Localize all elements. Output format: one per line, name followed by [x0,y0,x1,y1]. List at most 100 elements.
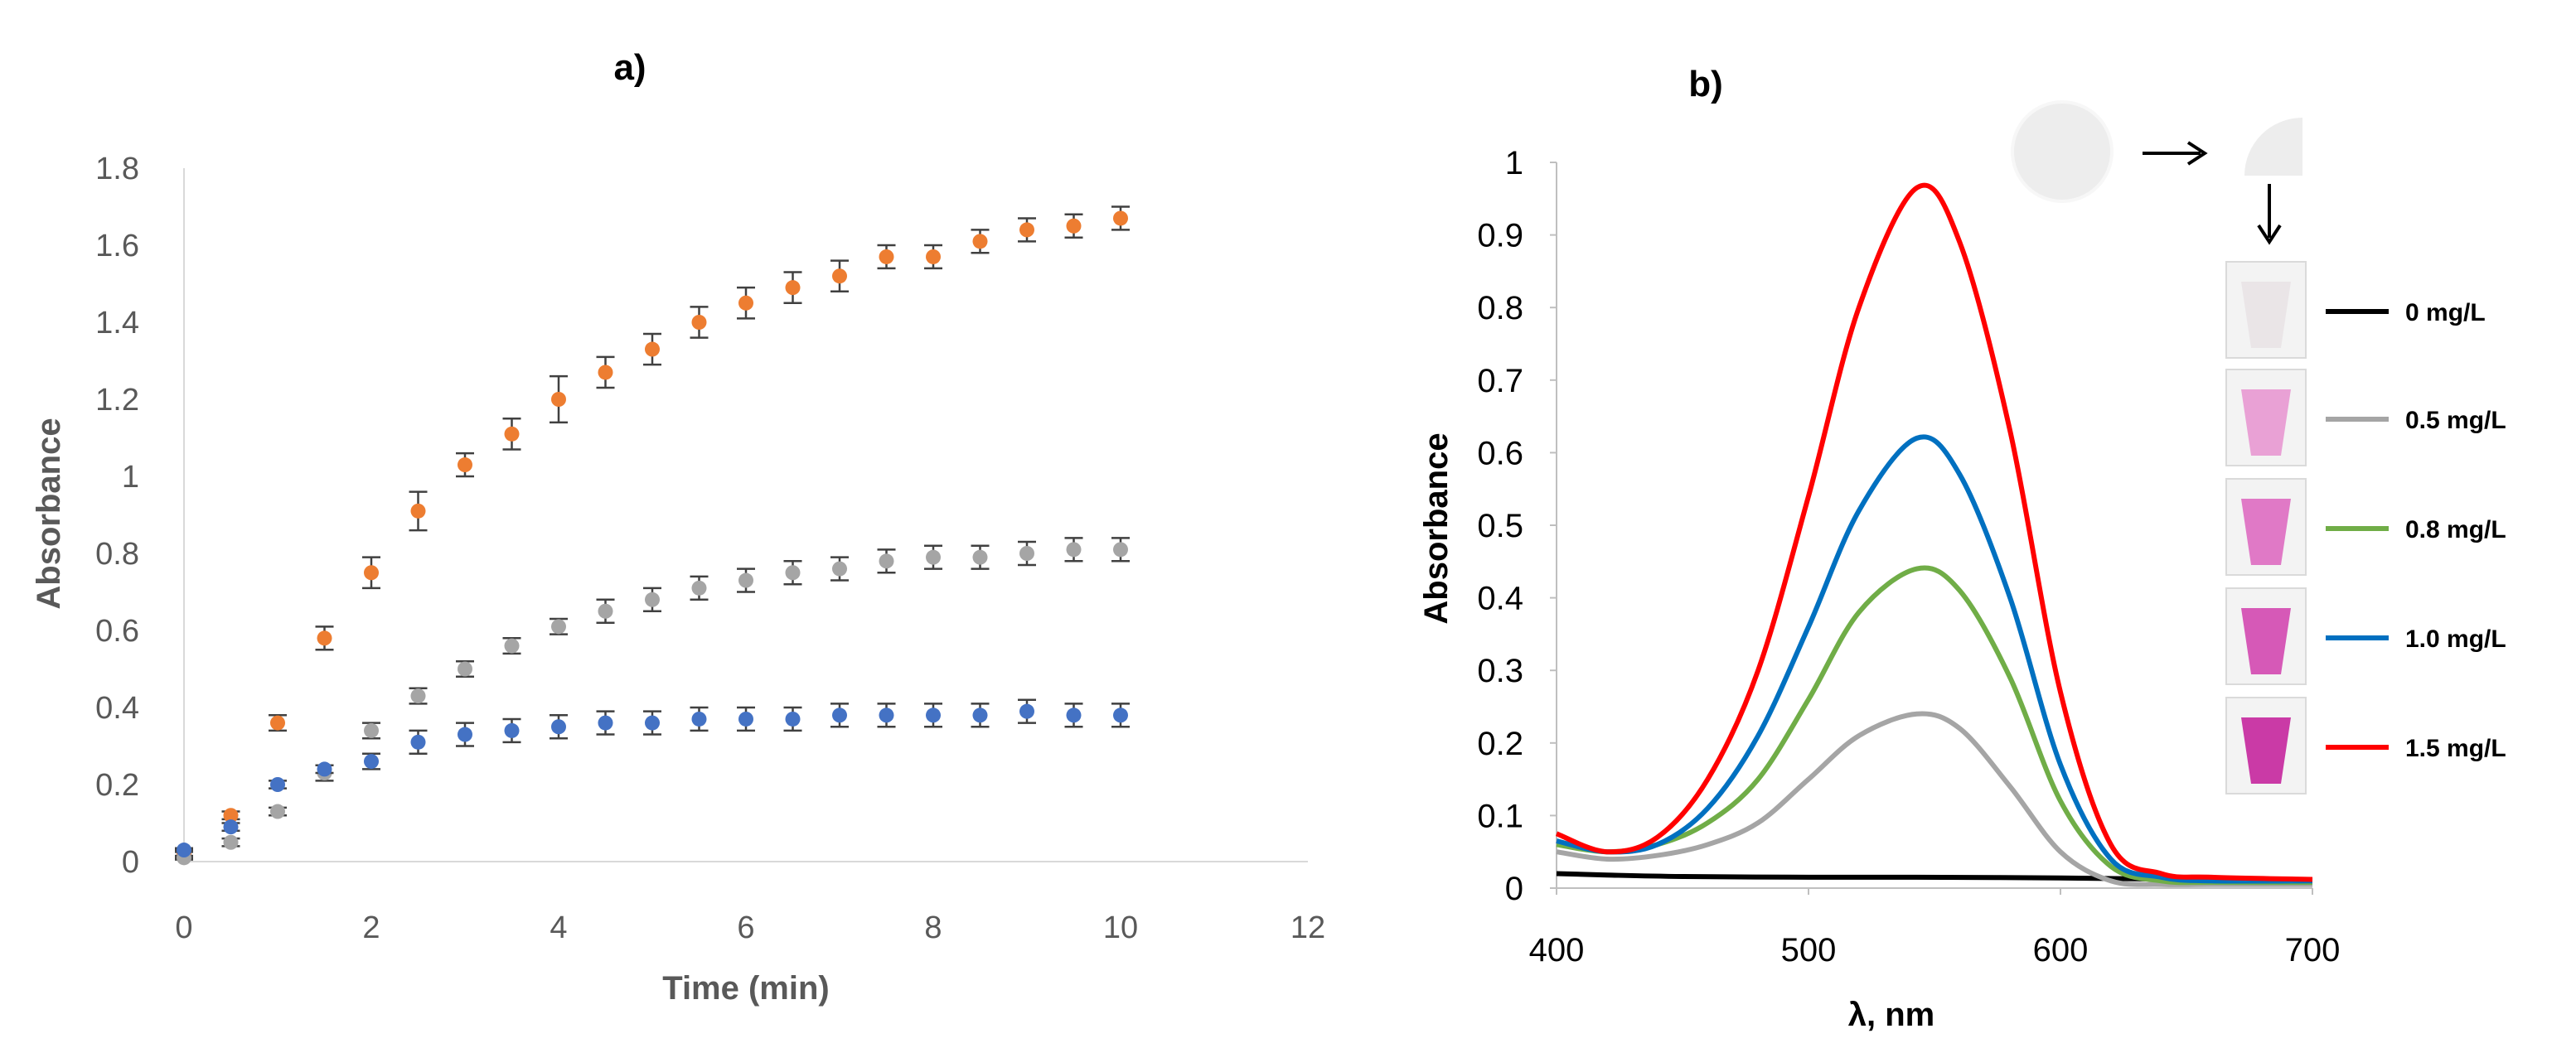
data-point [270,715,285,731]
data-point [691,580,707,596]
a-x-tick-label: 4 [550,910,567,945]
data-point [1019,703,1034,719]
a-series-orange [175,205,1130,862]
panel-b-tick-labels: 0 0.1 0.2 0.3 0.4 0.5 0.6 0.7 0.8 0.9 1 400 500 600 70… [1477,145,2340,968]
a-x-tick-label: 8 [924,910,942,945]
data-point [504,722,520,738]
a-series-gray [175,537,1130,866]
data-point [879,249,894,264]
b-y-tick-label: 0 [1505,871,1523,907]
data-point [1066,218,1082,234]
panel-b: b) 0 0.1 0.2 0.3 0.4 0.5 0.6 0.7 0.8 0.9 1 400 500 60… [1418,64,2506,1033]
data-point [551,719,566,735]
b-y-tick-label: 0.3 [1477,653,1523,689]
vial-solution [2241,717,2291,784]
data-point [364,754,379,770]
data-point [270,777,285,792]
b-series-line [1556,711,2312,887]
data-point [879,708,894,723]
b-y-tick-label: 0.8 [1477,290,1523,326]
data-point [926,549,941,565]
data-point [738,572,753,588]
b-x-tick-label: 600 [2033,932,2089,968]
data-point [551,619,566,635]
vial-solution [2241,499,2291,565]
data-point [832,708,847,723]
b-y-tick-label: 0.2 [1477,726,1523,762]
b-x-tick-label: 700 [2285,932,2341,968]
panel-a-y-axis-label: Absorbance [31,418,67,609]
panel-a-tick-labels: 0 0.2 0.4 0.6 0.8 1 1.2 1.4 1.6 1.8 0 2 4 6 8 10 12 [95,152,1325,945]
a-y-tick-label: 1.2 [95,383,139,418]
legend-label: 0 mg/L [2405,299,2486,326]
vial-solution [2241,608,2291,674]
data-point [223,808,239,823]
data-point [317,761,332,777]
panel-a-series [175,205,1130,866]
data-point [1113,210,1128,226]
data-point [691,711,707,727]
data-point [785,711,801,727]
panel-a-title: a) [613,47,646,88]
data-point [317,630,332,646]
data-point [738,295,753,311]
data-point [879,553,894,569]
vial-photo [2225,697,2307,794]
data-point [645,341,660,357]
a-y-tick-label: 1.4 [95,306,139,340]
quarter-disc-icon [2244,118,2302,176]
b-y-tick-label: 0.5 [1477,508,1523,544]
disc-icon [2011,100,2114,203]
data-point [1066,542,1082,558]
data-point [972,234,988,249]
a-x-tick-label: 2 [362,910,380,945]
a-y-tick-label: 1 [122,460,139,495]
b-y-tick-label: 0.6 [1477,435,1523,471]
data-point [410,503,426,519]
b-series-line [1556,434,2313,884]
b-y-tick-label: 0.4 [1477,581,1523,617]
data-point [645,715,660,731]
a-y-tick-label: 1.8 [95,152,139,186]
legend-label: 1.5 mg/L [2405,735,2506,762]
data-point [1019,546,1034,561]
b-series-line [1555,182,2313,882]
b-x-tick-label: 500 [1781,932,1837,968]
data-point [785,565,801,581]
data-point [410,734,426,750]
data-point [598,603,613,619]
data-point [832,561,847,577]
a-x-tick-label: 12 [1290,910,1325,945]
a-y-tick-label: 0.2 [95,768,139,803]
data-point [785,280,801,296]
a-y-tick-label: 1.6 [95,229,139,263]
data-point [972,708,988,723]
data-point [1113,542,1128,558]
vial-solution [2241,389,2291,456]
data-point [223,819,239,835]
data-point [504,426,520,442]
panel-b-inset [2011,100,2307,794]
a-x-tick-label: 6 [737,910,754,945]
data-point [738,711,753,727]
data-point [458,457,472,473]
vial-solution [2241,282,2291,348]
arrow-right-head [2186,141,2208,166]
data-point [926,708,941,723]
data-point [926,249,941,264]
data-point [832,268,847,284]
panel-b-title: b) [1688,64,1723,104]
a-series-blue [175,698,1130,858]
data-point [364,722,379,738]
panel-b-legend: 0 mg/L 0.5 mg/L 0.8 mg/L 1.0 mg/L 1.5 mg/L [2326,299,2506,762]
b-y-tick-label: 0.1 [1477,798,1523,834]
panel-a: a) 0 0.2 0.4 0.6 0.8 1 1.2 1.4 1.6 1.8 0 2 4 6 8 10 12 T… [31,47,1325,1007]
data-point [1113,708,1128,723]
b-y-tick-label: 0.7 [1477,363,1523,399]
data-point [177,843,191,858]
b-x-tick-label: 400 [1529,932,1585,968]
arrow-down-head [2257,224,2282,245]
panel-a-x-axis-label: Time (min) [662,970,830,1007]
data-point [270,804,285,819]
